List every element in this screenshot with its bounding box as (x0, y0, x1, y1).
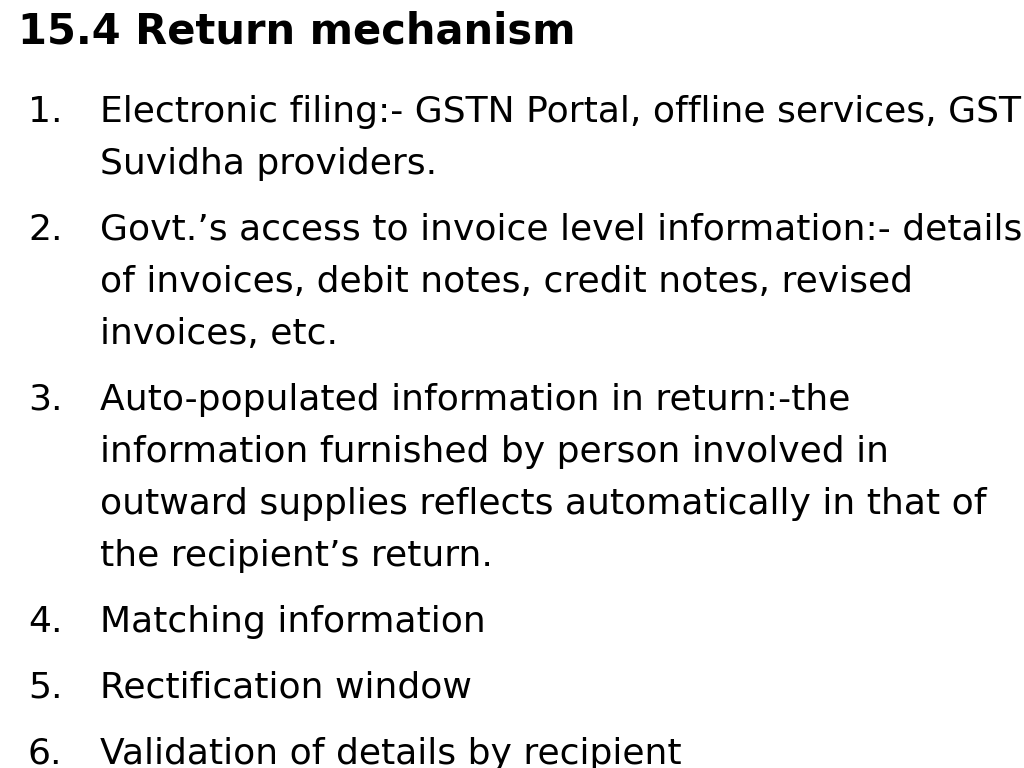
Text: Auto-populated information in return:-the: Auto-populated information in return:-th… (100, 383, 850, 417)
Text: Matching information: Matching information (100, 605, 485, 639)
Text: 1.: 1. (28, 95, 62, 129)
Text: Rectification window: Rectification window (100, 671, 472, 705)
Text: of invoices, debit notes, credit notes, revised: of invoices, debit notes, credit notes, … (100, 265, 913, 299)
Text: 2.: 2. (28, 213, 62, 247)
Text: Suvidha providers.: Suvidha providers. (100, 147, 437, 181)
Text: Govt.’s access to invoice level information:- details: Govt.’s access to invoice level informat… (100, 213, 1022, 247)
Text: 6.: 6. (28, 737, 62, 768)
Text: Electronic filing:- GSTN Portal, offline services, GST: Electronic filing:- GSTN Portal, offline… (100, 95, 1021, 129)
Text: 15.4 Return mechanism: 15.4 Return mechanism (18, 10, 575, 52)
Text: the recipient’s return.: the recipient’s return. (100, 539, 493, 573)
Text: invoices, etc.: invoices, etc. (100, 317, 338, 351)
Text: information furnished by person involved in: information furnished by person involved… (100, 435, 889, 469)
Text: Validation of details by recipient: Validation of details by recipient (100, 737, 682, 768)
Text: 5.: 5. (28, 671, 62, 705)
Text: outward supplies reflects automatically in that of: outward supplies reflects automatically … (100, 487, 986, 521)
Text: 3.: 3. (28, 383, 62, 417)
Text: 4.: 4. (28, 605, 62, 639)
